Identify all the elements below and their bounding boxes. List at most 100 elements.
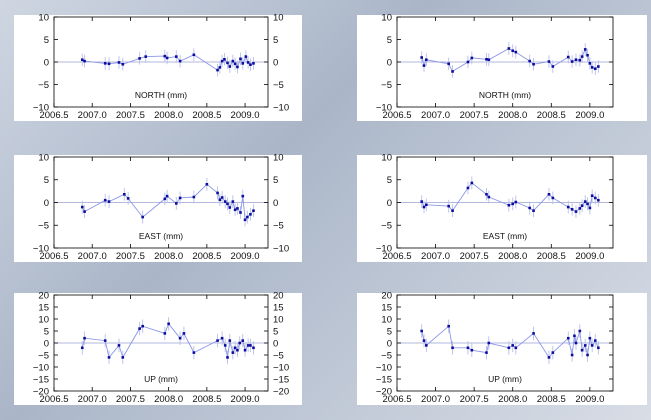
y-tick-label-left: −5 bbox=[38, 350, 49, 361]
data-point bbox=[228, 339, 232, 342]
data-point bbox=[246, 344, 250, 347]
y-tick-label-right: 0 bbox=[273, 198, 278, 209]
x-tick-label: 2007.5 bbox=[116, 110, 145, 121]
y-tick-label-left: 10 bbox=[38, 152, 49, 163]
data-point bbox=[593, 196, 597, 200]
data-point bbox=[231, 59, 235, 63]
data-point bbox=[231, 351, 235, 354]
data-point bbox=[487, 195, 491, 199]
data-point bbox=[547, 60, 551, 63]
data-point bbox=[252, 346, 255, 350]
y-tick-label-left: 20 bbox=[38, 290, 49, 301]
data-point bbox=[532, 209, 535, 212]
data-point bbox=[141, 215, 144, 219]
data-point bbox=[178, 336, 182, 340]
data-point bbox=[580, 204, 584, 207]
panel-caption: EAST (mm) bbox=[139, 231, 183, 241]
x-tick-label: 2008.0 bbox=[154, 251, 183, 262]
data-point bbox=[241, 62, 245, 65]
data-point bbox=[228, 206, 232, 209]
x-tick-label: 2007.5 bbox=[460, 394, 489, 405]
data-point bbox=[246, 215, 249, 219]
data-point bbox=[80, 346, 84, 350]
data-point bbox=[243, 218, 247, 222]
data-point bbox=[83, 336, 86, 340]
y-tick-label-right: −20 bbox=[273, 386, 289, 397]
y-tick-label-left: −10 bbox=[33, 243, 49, 254]
data-point bbox=[547, 356, 551, 359]
data-point bbox=[220, 59, 224, 63]
data-point bbox=[425, 344, 428, 347]
y-tick-label-left: 15 bbox=[381, 302, 392, 313]
data-point bbox=[451, 346, 454, 350]
data-point bbox=[223, 58, 226, 61]
data-point bbox=[588, 336, 592, 340]
y-tick-label-left: −10 bbox=[376, 362, 392, 373]
y-tick-label-right: 5 bbox=[273, 326, 278, 337]
x-tick-label: 2006.5 bbox=[382, 394, 411, 405]
x-tick-label: 2007.5 bbox=[460, 251, 489, 262]
series-line bbox=[82, 54, 254, 71]
data-point bbox=[238, 341, 242, 345]
y-tick-label-left: 0 bbox=[44, 338, 49, 349]
y-tick-label-right: −10 bbox=[273, 102, 289, 113]
panel-background bbox=[357, 293, 647, 405]
data-point bbox=[470, 348, 474, 352]
y-tick-label-right: −5 bbox=[273, 221, 284, 232]
y-tick-label-left: −10 bbox=[33, 362, 49, 373]
x-tick-label: 2007.0 bbox=[78, 110, 107, 121]
data-point bbox=[551, 351, 555, 354]
data-point bbox=[244, 55, 248, 58]
data-point bbox=[126, 197, 130, 200]
data-point bbox=[233, 346, 237, 350]
data-point bbox=[573, 334, 576, 338]
y-tick-label-left: 0 bbox=[44, 57, 49, 68]
data-point bbox=[532, 62, 535, 66]
y-tick-label-left: 0 bbox=[387, 198, 392, 209]
data-point bbox=[167, 322, 170, 326]
data-point bbox=[451, 209, 454, 212]
data-point bbox=[511, 49, 515, 53]
x-tick-label: 2007.5 bbox=[116, 394, 145, 405]
data-point bbox=[578, 207, 582, 210]
data-point bbox=[566, 205, 570, 209]
data-point bbox=[588, 206, 592, 210]
data-point bbox=[420, 329, 423, 333]
x-tick-label: 2006.5 bbox=[382, 251, 411, 262]
data-point bbox=[123, 193, 126, 196]
data-point bbox=[239, 57, 242, 61]
x-tick-label: 2007.0 bbox=[421, 251, 450, 262]
y-tick-label-left: −5 bbox=[38, 80, 49, 91]
data-point bbox=[243, 348, 247, 352]
data-point bbox=[470, 56, 474, 60]
y-tick-label-left: −15 bbox=[376, 374, 392, 385]
data-point bbox=[507, 346, 511, 350]
data-point bbox=[586, 202, 589, 206]
data-point bbox=[249, 63, 252, 66]
data-point bbox=[80, 205, 84, 209]
data-point bbox=[182, 332, 186, 335]
data-point bbox=[507, 47, 511, 50]
data-point bbox=[487, 341, 491, 345]
y-tick-label-left: −20 bbox=[376, 386, 392, 397]
x-tick-label: 2009.0 bbox=[231, 394, 260, 405]
y-tick-label-right: −5 bbox=[273, 350, 284, 361]
data-point bbox=[216, 191, 219, 195]
data-point bbox=[252, 62, 255, 65]
data-point bbox=[514, 50, 518, 54]
panel-caption: NORTH (mm) bbox=[479, 90, 531, 100]
x-tick-label: 2008.5 bbox=[537, 394, 566, 405]
x-tick-label: 2009.0 bbox=[231, 110, 260, 121]
x-tick-label: 2008.0 bbox=[154, 110, 183, 121]
data-point bbox=[547, 193, 551, 196]
data-point bbox=[103, 339, 107, 342]
data-point bbox=[420, 56, 423, 59]
data-point bbox=[103, 198, 107, 202]
y-tick-label-left: 5 bbox=[44, 175, 49, 186]
y-tick-label-right: −10 bbox=[273, 243, 289, 254]
data-point bbox=[420, 200, 423, 203]
y-tick-label-left: −10 bbox=[33, 102, 49, 113]
